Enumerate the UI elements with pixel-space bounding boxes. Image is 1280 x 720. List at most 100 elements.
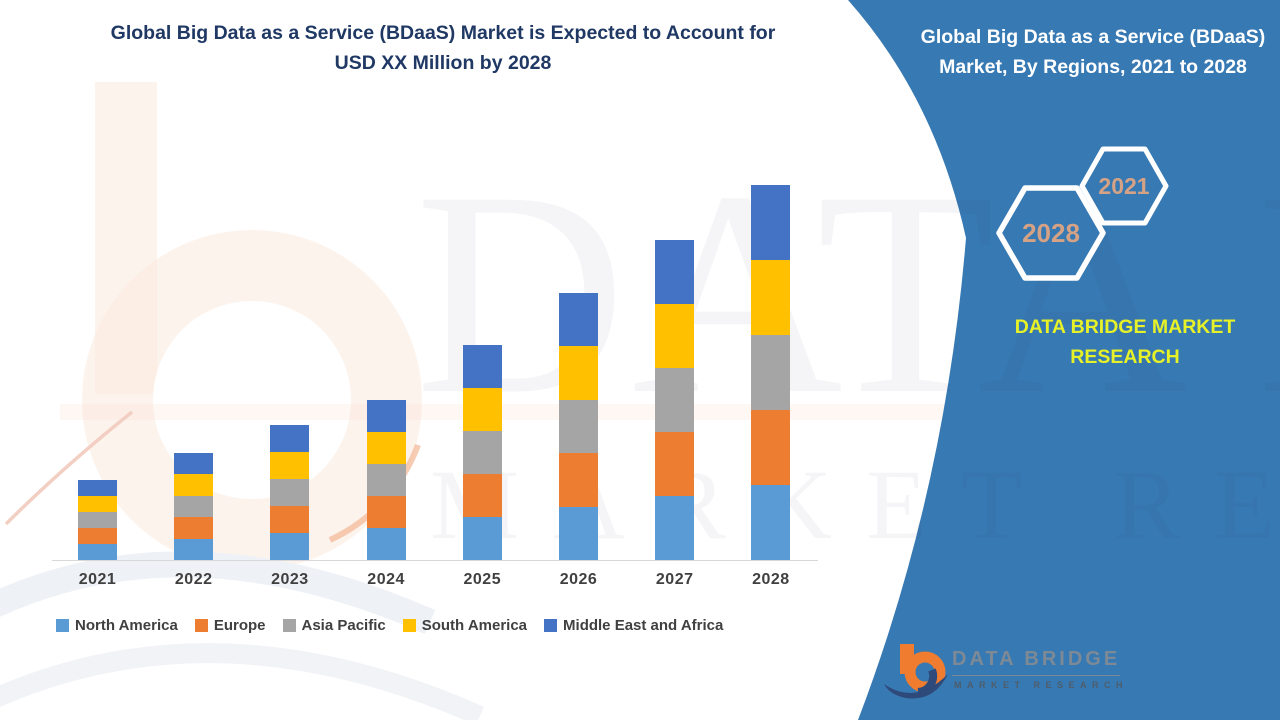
segment-south-america-2023 [270,452,310,479]
segment-europe-2023 [270,506,310,533]
segment-south-america-2028 [751,260,791,335]
stacked-bar-2025 [462,345,502,560]
x-axis-label-2024: 2024 [367,571,405,588]
segment-north-america-2028 [751,485,791,560]
panel-title-line1: Global Big Data as a Service (BDaaS) [920,26,1266,48]
segment-asia-pacific-2025 [462,431,502,474]
stacked-bar-2028 [751,185,791,560]
segment-south-america-2024 [366,432,406,464]
legend-swatch-asia-pacific [282,619,296,632]
watermark-pink-arc [4,410,134,526]
segment-europe-2026 [559,453,598,507]
legend-item-europe: Europe [194,617,266,634]
segment-south-america-2025 [462,388,502,431]
segment-middle-east-and-africa-2022 [174,452,214,474]
logo-tagline: MARKET RESEARCH [954,680,1129,690]
segment-middle-east-and-africa-2024 [366,400,406,432]
hexagon-2028-badge: 2028 [996,185,1106,281]
segment-asia-pacific-2023 [270,479,310,506]
panel-brand-line1: DATA BRIDGE MARKET [1014,316,1236,338]
segment-europe-2028 [751,410,791,485]
region-info-panel-shape [848,0,1280,720]
legend-item-middle-east-and-africa: Middle East and Africa [544,617,723,634]
logo-b-hook [900,644,914,652]
watermark-gray-swoosh-1 [0,551,436,634]
panel-title-line2: Market, By Regions, 2021 to 2028 [939,56,1247,78]
segment-middle-east-and-africa-2026 [559,292,598,346]
segment-europe-2022 [174,517,214,539]
segment-middle-east-and-africa-2027 [655,240,695,304]
logo-d-swoosh [884,674,948,699]
x-axis-label-2021: 2021 [78,571,117,588]
stacked-bar-2026 [559,292,598,560]
segment-south-america-2027 [655,304,695,368]
panel-title: Global Big Data as a Service (BDaaS) Mar… [918,22,1268,82]
legend-swatch-south-america [402,619,416,632]
segment-middle-east-and-africa-2023 [270,425,310,452]
chart-title-line2: USD XX Million by 2028 [334,52,552,74]
segment-middle-east-and-africa-2025 [462,345,502,388]
logo-wordmark: DATA BRIDGE [952,648,1121,676]
segment-north-america-2023 [270,533,310,560]
legend-label-south-america: South America [421,617,528,634]
hexagon-2021-label: 2021 [1098,173,1149,199]
legend-label-middle-east-and-africa: Middle East and Africa [563,617,724,634]
segment-north-america-2024 [366,528,406,560]
segment-middle-east-and-africa-2021 [78,480,117,496]
segment-south-america-2021 [78,496,117,512]
chart-legend: North America Europe Asia Pacific South Ame… [56,617,831,634]
stacked-bar-2022 [174,452,214,560]
x-axis-line [52,560,818,561]
legend-label-europe: Europe [213,617,266,634]
segment-asia-pacific-2027 [655,368,695,432]
segment-asia-pacific-2028 [751,335,791,410]
databridge-logo: DATA BRIDGE MARKET RESEARCH [882,622,1132,712]
legend-item-south-america: South America [402,617,528,634]
legend-item-north-america: North America [56,617,178,634]
segment-europe-2024 [366,496,406,528]
legend-swatch-middle-east-and-africa [544,619,558,632]
hexagon-2021-outline [1079,146,1169,226]
segment-south-america-2026 [559,346,598,400]
segment-north-america-2026 [559,506,598,560]
hexagon-2021-badge: 2021 [1079,146,1169,226]
segment-europe-2021 [78,528,117,544]
x-axis-label-2026: 2026 [559,571,598,588]
segment-north-america-2025 [462,517,502,560]
segment-north-america-2027 [655,496,695,560]
legend-label-north-america: North America [75,617,178,634]
chart-title: Global Big Data as a Service (BDaaS) Mar… [28,18,858,78]
segment-europe-2025 [462,474,502,517]
segment-north-america-2022 [174,538,214,560]
segment-north-america-2021 [78,544,117,560]
segment-asia-pacific-2024 [366,464,406,496]
segment-south-america-2022 [174,474,214,496]
stacked-bar-2027 [655,240,695,560]
stacked-bar-2023 [270,425,310,560]
segment-asia-pacific-2022 [174,495,214,517]
segment-middle-east-and-africa-2028 [751,185,791,260]
x-axis-label-2028: 2028 [752,571,790,588]
legend-swatch-north-america [56,619,69,632]
segment-europe-2027 [655,432,695,496]
legend-label-asia-pacific: Asia Pacific [301,617,386,634]
chart-title-line1: Global Big Data as a Service (BDaaS) Mar… [110,22,776,44]
logo-d-curve [917,668,938,696]
hexagon-2028-outline [996,185,1106,281]
x-axis-label-2025: 2025 [463,571,502,588]
segment-asia-pacific-2026 [559,399,598,453]
segment-asia-pacific-2021 [78,512,117,528]
panel-brand-text: DATA BRIDGE MARKET RESEARCH [962,312,1280,372]
x-axis-label-2022: 2022 [174,571,213,588]
legend-swatch-europe [194,619,208,632]
x-axis-label-2027: 2027 [655,571,694,588]
stacked-bar-2024 [366,400,406,560]
databridge-logo-mark [884,644,948,699]
legend-item-asia-pacific: Asia Pacific [282,617,386,634]
x-axis-label-2023: 2023 [271,571,309,588]
panel-brand-line2: RESEARCH [1070,346,1180,368]
stacked-bar-2021 [78,480,117,560]
watermark-gray-swoosh-2 [0,643,485,720]
